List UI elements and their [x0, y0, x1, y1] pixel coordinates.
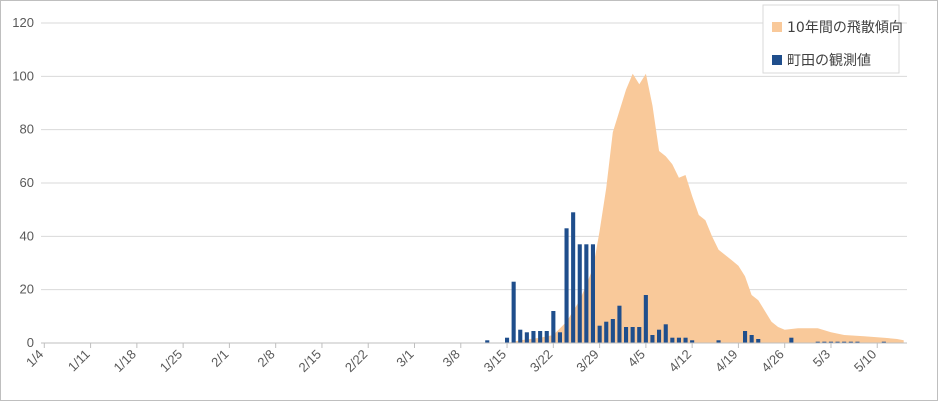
bar-3/31 [610, 319, 615, 343]
y-tick-label: 20 [20, 282, 34, 297]
bar-3/19 [531, 331, 536, 343]
gridlines [41, 22, 907, 291]
bar-4/1 [617, 305, 622, 343]
x-tick-label: 3/8 [440, 347, 463, 370]
x-tick-label: 4/19 [712, 347, 741, 376]
bar-3/27 [584, 244, 589, 343]
bar-3/22 [551, 311, 556, 343]
legend: 10年間の飛散傾向 町田の観測値 [762, 4, 903, 74]
y-tick-label: 40 [20, 228, 34, 243]
bar-5/4 [835, 341, 840, 343]
bar-4/16 [716, 340, 721, 343]
legend-swatch-observed [772, 55, 782, 65]
bar-4/5 [643, 295, 648, 343]
bar-3/24 [564, 228, 569, 343]
bar-4/6 [650, 335, 655, 343]
bar-4/9 [670, 337, 675, 343]
bar-4/4 [637, 327, 642, 343]
bar-4/11 [683, 337, 688, 343]
bar-3/28 [590, 244, 595, 343]
trend-area [507, 73, 904, 343]
y-tick-label: 60 [20, 175, 34, 190]
x-tick-label: 1/4 [23, 347, 46, 370]
bar-4/27 [789, 337, 794, 343]
x-tick-label: 1/11 [65, 347, 93, 375]
bar-3/25 [571, 212, 576, 343]
x-tick-label: 2/15 [296, 347, 325, 376]
y-tick-label: 0 [27, 335, 34, 350]
x-tick-label: 4/26 [758, 347, 787, 376]
y-tick-label: 120 [12, 15, 34, 30]
x-tick-label: 4/12 [666, 347, 695, 376]
bar-5/3 [828, 341, 833, 343]
bar-4/21 [749, 335, 754, 343]
bar-3/21 [544, 331, 549, 343]
x-tick-label: 1/25 [157, 347, 186, 376]
bar-3/23 [557, 332, 562, 343]
bar-4/2 [624, 327, 629, 343]
bar-3/15 [505, 337, 510, 343]
bar-4/3 [630, 327, 635, 343]
x-tick-label: 5/3 [810, 347, 833, 370]
bar-4/12 [690, 340, 695, 343]
bar-4/20 [743, 331, 748, 343]
bar-3/30 [604, 321, 609, 343]
legend-label-observed: 町田の観測値 [787, 52, 871, 69]
legend-label-trend: 10年間の飛散傾向 [787, 20, 903, 36]
x-tick-label: 1/18 [110, 347, 139, 376]
bar-3/17 [518, 329, 523, 343]
bar-5/6 [848, 341, 853, 343]
bar-4/22 [756, 339, 761, 343]
x-tick-label: 3/15 [481, 347, 510, 376]
bar-4/10 [676, 337, 681, 343]
x-tick-label: 2/22 [342, 347, 371, 376]
bar-4/7 [657, 329, 662, 343]
bar-5/2 [822, 341, 827, 343]
legend-swatch-trend [772, 22, 782, 32]
y-tick-label: 100 [12, 68, 34, 83]
x-tick-label: 3/22 [527, 347, 556, 376]
x-tick-label: 3/29 [573, 347, 602, 376]
bar-3/16 [511, 281, 516, 343]
x-tick-label: 3/1 [393, 347, 416, 370]
bar-3/12 [485, 340, 490, 343]
bar-3/18 [524, 332, 529, 343]
x-tick-label: 5/10 [851, 347, 880, 376]
bar-5/7 [855, 341, 860, 343]
observation-bars-layer [485, 212, 886, 343]
trend-area-layer [507, 73, 904, 343]
legend-box [762, 4, 900, 74]
bar-5/11 [881, 341, 886, 343]
x-tick-label: 2/8 [254, 347, 277, 370]
x-tick-label: 4/5 [625, 347, 648, 370]
x-tick-label: 2/1 [208, 347, 231, 370]
bar-5/5 [842, 341, 847, 343]
bar-5/1 [815, 341, 820, 343]
y-tick-label: 80 [20, 122, 34, 137]
bar-3/20 [538, 331, 543, 343]
bar-3/26 [577, 244, 582, 343]
bar-3/29 [597, 325, 602, 343]
bar-4/8 [663, 324, 668, 343]
